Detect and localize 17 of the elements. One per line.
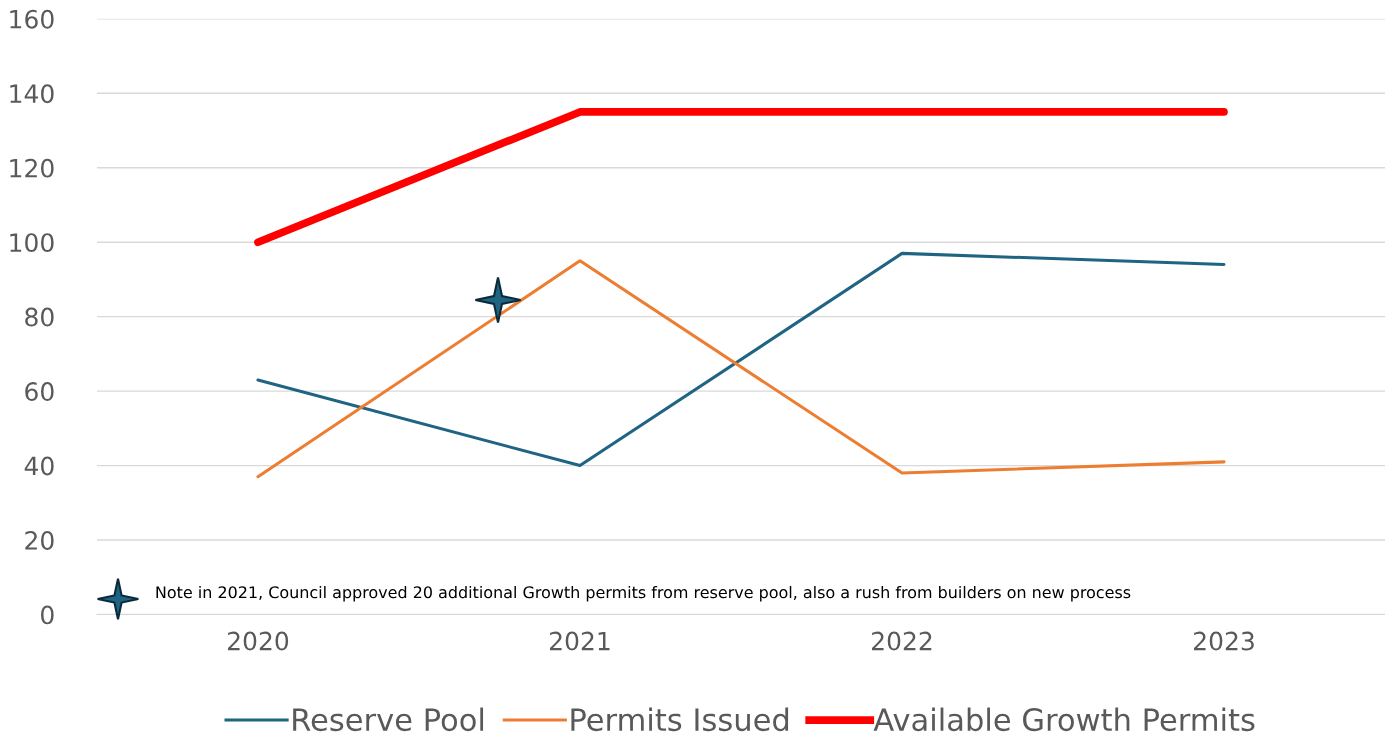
y-tick-label: 120 [10,158,54,178]
legend-label: Permits Issued [571,707,789,732]
x-tick-label: 2023 [1194,631,1254,651]
y-tick-label: 80 [25,307,54,327]
y-tick-label: 0 [41,605,54,625]
y-tick-label: 140 [10,84,54,104]
y-tick-label: 100 [10,233,54,253]
x-tick-label: 2021 [549,631,610,651]
annotation: Note in 2021, Council approved 20 additional Growth permits from reserve pool, also a rush from builders on new process [156,585,1131,602]
x-tick-label: 2020 [227,631,289,651]
legend-label: Available Growth Permits [873,707,1255,732]
y-tick-label: 20 [25,531,54,550]
y-tick-label: 60 [25,382,54,401]
y-tick-label: 160 [10,9,54,29]
y-tick-label: 40 [24,456,54,476]
x-tick-label: 2022 [872,631,932,651]
legend-label: Reserve Pool [293,707,484,732]
